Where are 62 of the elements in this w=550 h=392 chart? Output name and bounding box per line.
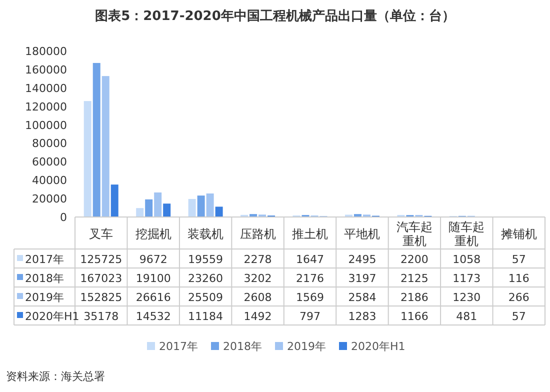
legend-label: 2018年 <box>25 272 64 285</box>
data-label: 23260 <box>188 272 224 285</box>
data-label: 19100 <box>136 272 171 285</box>
data-label: 26616 <box>136 291 171 304</box>
data-label: 14532 <box>136 310 171 323</box>
text: 资料来源：海关总署 <box>6 370 105 383</box>
data-label: 2278 <box>244 253 272 266</box>
legend: 2017年 2018年 2019年 2020年H1 <box>147 340 406 353</box>
x-tick-label: 挖掘机 <box>135 227 172 241</box>
data-label: 797 <box>300 310 320 323</box>
data-label: 1569 <box>296 291 324 304</box>
x-tick-label: 装载机 <box>188 227 224 241</box>
data-label: 1166 <box>400 310 428 323</box>
y-tick-label: 0 <box>60 211 67 224</box>
y-tick-label: 80000 <box>32 137 67 150</box>
data-label: 266 <box>508 291 530 304</box>
data-label: 3197 <box>348 272 376 285</box>
x-tick-label: 汽车起重机 <box>396 220 432 248</box>
data-label: 167023 <box>80 272 122 285</box>
y-tick-label: 20000 <box>32 192 67 206</box>
legend-label: 2017年 <box>25 253 64 266</box>
data-label: 2176 <box>296 272 324 285</box>
chart-title: 图表5：2017-2020年中国工程机械产品出口量（单位：台） <box>95 8 455 24</box>
data-label: 1647 <box>296 253 324 266</box>
data-label: 25509 <box>188 291 224 304</box>
data-label: 2584 <box>348 291 376 304</box>
data-label: 2495 <box>348 253 376 266</box>
data-label: 1283 <box>348 310 376 323</box>
data-label: 2125 <box>400 272 428 285</box>
data-label: 11184 <box>188 310 224 323</box>
y-tick-label: 140000 <box>25 82 67 95</box>
data-label: 1173 <box>452 272 481 285</box>
x-tick-label: 平地机 <box>344 227 380 241</box>
x-tick-label: 摊铺机 <box>500 227 537 241</box>
x-tick-label: 推土机 <box>292 227 328 241</box>
data-label: 35178 <box>84 310 119 323</box>
x-tick-label: 叉车 <box>89 227 114 241</box>
data-label: 9672 <box>139 253 168 266</box>
data-label: 3202 <box>244 272 272 285</box>
x-tick-label: 压路机 <box>240 227 276 241</box>
y-tick-label: 40000 <box>32 174 67 188</box>
y-tick-label: 180000 <box>25 45 67 58</box>
legend-label: 2019年 <box>25 291 64 304</box>
data-label: 2608 <box>244 291 272 304</box>
data-label: 1230 <box>452 291 481 304</box>
data-label: 116 <box>508 272 530 285</box>
data-label: 1492 <box>244 310 272 323</box>
x-tick-label: 随车起重机 <box>448 220 485 248</box>
data-label: 19559 <box>188 253 224 266</box>
data-label: 152825 <box>80 291 122 304</box>
y-tick-label: 60000 <box>32 156 67 169</box>
data-label: 2186 <box>400 291 428 304</box>
y-tick-label: 120000 <box>25 100 67 114</box>
data-label: 2200 <box>400 253 428 266</box>
data-label: 57 <box>512 253 526 266</box>
y-tick-label: 100000 <box>25 118 67 132</box>
data-label: 481 <box>456 310 478 323</box>
data-label: 57 <box>512 310 526 323</box>
data-label: 125725 <box>80 253 122 266</box>
y-tick-label: 160000 <box>25 63 67 76</box>
data-label: 1058 <box>452 253 481 266</box>
legend-label: 2020年H1 <box>25 310 80 323</box>
